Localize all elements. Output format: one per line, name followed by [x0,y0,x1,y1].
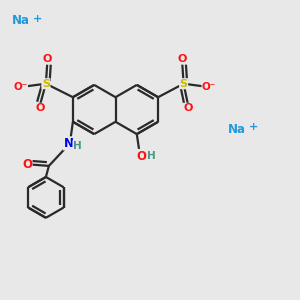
Text: Na: Na [12,14,30,28]
Text: O: O [22,158,32,171]
Text: O: O [177,54,187,64]
Text: H: H [73,141,82,151]
Text: S: S [180,79,188,89]
Text: O⁻: O⁻ [13,82,28,92]
Text: +: + [249,122,258,133]
Text: S: S [42,79,50,89]
Text: O: O [35,103,45,113]
Text: N: N [63,137,74,150]
Text: O⁻: O⁻ [202,82,216,92]
Text: H: H [147,151,156,161]
Text: O: O [43,54,52,64]
Text: Na: Na [228,122,246,136]
Text: +: + [33,14,42,25]
Text: O: O [136,149,146,163]
Text: O: O [183,103,193,113]
